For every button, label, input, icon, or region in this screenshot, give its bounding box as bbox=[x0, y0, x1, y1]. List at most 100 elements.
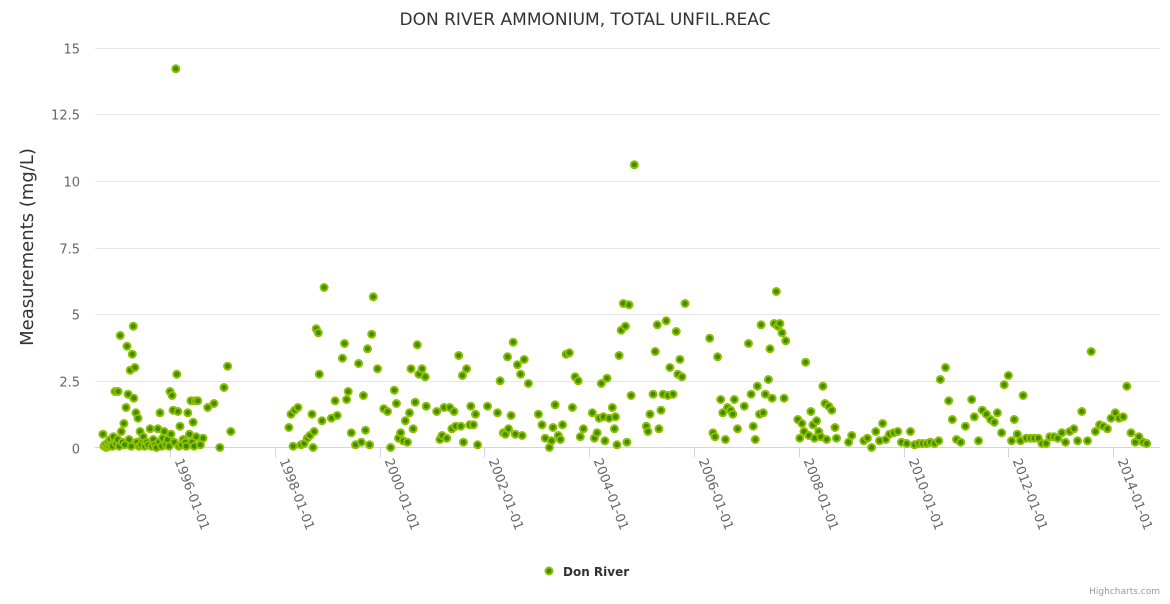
data-point[interactable] bbox=[215, 443, 225, 452]
data-point[interactable] bbox=[645, 409, 655, 419]
data-point[interactable] bbox=[410, 397, 420, 407]
data-point[interactable] bbox=[155, 408, 165, 418]
data-point[interactable] bbox=[960, 421, 970, 431]
data-point[interactable] bbox=[944, 396, 954, 406]
data-point[interactable] bbox=[166, 429, 176, 439]
data-point[interactable] bbox=[827, 405, 837, 415]
data-point[interactable] bbox=[1126, 428, 1136, 438]
data-point[interactable] bbox=[119, 419, 129, 428]
data-point[interactable] bbox=[1018, 391, 1028, 400]
data-point[interactable] bbox=[609, 424, 619, 434]
data-point[interactable] bbox=[340, 339, 349, 348]
data-point[interactable] bbox=[752, 381, 762, 391]
data-point[interactable] bbox=[614, 351, 624, 360]
data-point[interactable] bbox=[612, 440, 622, 450]
legend-item-don-river[interactable]: Don River bbox=[563, 565, 629, 579]
data-point[interactable] bbox=[573, 376, 583, 386]
data-point[interactable] bbox=[941, 363, 950, 372]
data-point[interactable] bbox=[999, 380, 1009, 390]
data-point[interactable] bbox=[421, 401, 431, 411]
data-point[interactable] bbox=[935, 375, 945, 384]
data-point[interactable] bbox=[893, 427, 903, 436]
data-point[interactable] bbox=[456, 421, 466, 431]
data-point[interactable] bbox=[567, 403, 577, 412]
data-point[interactable] bbox=[763, 375, 773, 384]
data-point[interactable] bbox=[406, 364, 416, 374]
data-point[interactable] bbox=[115, 331, 125, 340]
data-point[interactable] bbox=[332, 411, 342, 420]
data-point[interactable] bbox=[145, 424, 155, 434]
data-point[interactable] bbox=[733, 424, 742, 434]
data-point[interactable] bbox=[832, 433, 841, 443]
data-point[interactable] bbox=[956, 437, 966, 447]
data-point[interactable] bbox=[748, 421, 758, 431]
data-point[interactable] bbox=[555, 435, 565, 444]
data-point[interactable] bbox=[209, 399, 219, 408]
credits-link[interactable]: Highcharts.com bbox=[1089, 587, 1160, 597]
data-point[interactable] bbox=[767, 393, 777, 403]
data-point[interactable] bbox=[391, 399, 401, 408]
data-point[interactable] bbox=[198, 433, 208, 443]
data-point[interactable] bbox=[122, 341, 132, 351]
data-point[interactable] bbox=[648, 389, 658, 399]
data-point[interactable] bbox=[313, 328, 323, 338]
data-point[interactable] bbox=[389, 385, 399, 395]
data-point[interactable] bbox=[129, 393, 139, 403]
data-point[interactable] bbox=[830, 423, 840, 432]
data-point[interactable] bbox=[1077, 407, 1087, 416]
data-point[interactable] bbox=[592, 428, 602, 438]
data-point[interactable] bbox=[171, 64, 181, 74]
data-point[interactable] bbox=[314, 369, 324, 379]
data-point[interactable] bbox=[517, 431, 527, 440]
data-point[interactable] bbox=[130, 363, 140, 372]
data-point[interactable] bbox=[671, 327, 681, 336]
data-point[interactable] bbox=[1061, 437, 1070, 447]
data-point[interactable] bbox=[758, 408, 768, 418]
data-point[interactable] bbox=[307, 409, 317, 419]
data-point[interactable] bbox=[797, 419, 807, 428]
data-point[interactable] bbox=[1057, 428, 1067, 438]
data-point[interactable] bbox=[293, 403, 303, 412]
data-point[interactable] bbox=[677, 372, 687, 382]
data-point[interactable] bbox=[680, 299, 690, 308]
data-point[interactable] bbox=[284, 423, 294, 432]
data-point[interactable] bbox=[705, 333, 715, 343]
data-point[interactable] bbox=[309, 427, 319, 436]
data-point[interactable] bbox=[626, 391, 636, 400]
data-point[interactable] bbox=[1041, 439, 1051, 448]
data-point[interactable] bbox=[412, 340, 422, 350]
data-point[interactable] bbox=[771, 287, 781, 296]
data-point[interactable] bbox=[383, 407, 392, 416]
data-point[interactable] bbox=[400, 416, 410, 426]
data-point[interactable] bbox=[368, 292, 378, 302]
data-point[interactable] bbox=[629, 160, 639, 170]
data-point[interactable] bbox=[537, 420, 547, 430]
data-point[interactable] bbox=[1090, 427, 1100, 436]
data-point[interactable] bbox=[188, 417, 198, 427]
data-point[interactable] bbox=[1069, 424, 1079, 434]
data-point[interactable] bbox=[969, 412, 979, 422]
data-point[interactable] bbox=[98, 429, 108, 439]
data-point[interactable] bbox=[756, 320, 766, 330]
data-point[interactable] bbox=[504, 424, 513, 434]
data-point[interactable] bbox=[967, 395, 977, 404]
data-point[interactable] bbox=[775, 319, 785, 328]
data-point[interactable] bbox=[354, 359, 364, 368]
data-point[interactable] bbox=[650, 347, 660, 356]
data-point[interactable] bbox=[288, 441, 298, 451]
data-point[interactable] bbox=[624, 300, 634, 310]
data-point[interactable] bbox=[760, 389, 770, 399]
data-point[interactable] bbox=[564, 348, 574, 358]
data-point[interactable] bbox=[643, 427, 653, 436]
data-point[interactable] bbox=[1102, 424, 1112, 434]
data-point[interactable] bbox=[342, 395, 352, 404]
data-point[interactable] bbox=[454, 351, 464, 360]
data-point[interactable] bbox=[466, 401, 476, 411]
data-point[interactable] bbox=[167, 391, 177, 400]
data-point[interactable] bbox=[547, 436, 556, 446]
data-point[interactable] bbox=[818, 381, 828, 391]
data-point[interactable] bbox=[654, 424, 664, 434]
data-point[interactable] bbox=[558, 420, 567, 430]
data-point[interactable] bbox=[806, 407, 816, 416]
data-point[interactable] bbox=[396, 428, 406, 438]
